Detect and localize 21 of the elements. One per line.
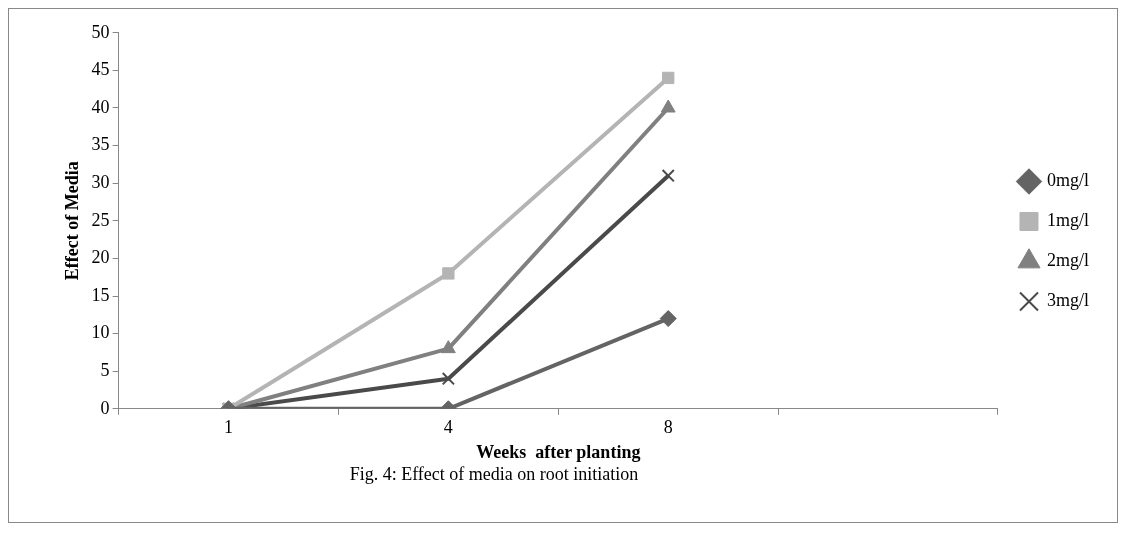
- x-axis-title: Weeks after planting: [476, 441, 641, 462]
- y-tick-label: 45: [91, 59, 110, 80]
- y-tick-label: 15: [91, 284, 110, 305]
- y-axis-title: Effect of Media: [62, 161, 83, 281]
- legend-label: 1mg/l: [1047, 210, 1090, 231]
- x-tick-label: 8: [663, 417, 673, 438]
- legend-label: 2mg/l: [1047, 250, 1090, 271]
- legend-label: 0mg/l: [1047, 170, 1090, 191]
- y-tick-label: 40: [91, 96, 110, 117]
- x-tick-label: 4: [443, 417, 453, 438]
- caption: Fig. 4: Effect of media on root initiation: [348, 464, 640, 485]
- y-tick-label: 35: [91, 134, 110, 155]
- x-tick-label: 1: [224, 417, 234, 438]
- y-tick-label: 30: [91, 171, 110, 192]
- y-tick-label: 20: [91, 247, 110, 268]
- y-tick-label: 25: [91, 209, 110, 230]
- legend-label: 3mg/l: [1047, 290, 1090, 311]
- y-tick-label: 10: [91, 322, 110, 343]
- y-tick-label: 50: [91, 21, 110, 42]
- y-tick-label: 0: [100, 397, 110, 418]
- y-tick-label: 5: [100, 359, 110, 380]
